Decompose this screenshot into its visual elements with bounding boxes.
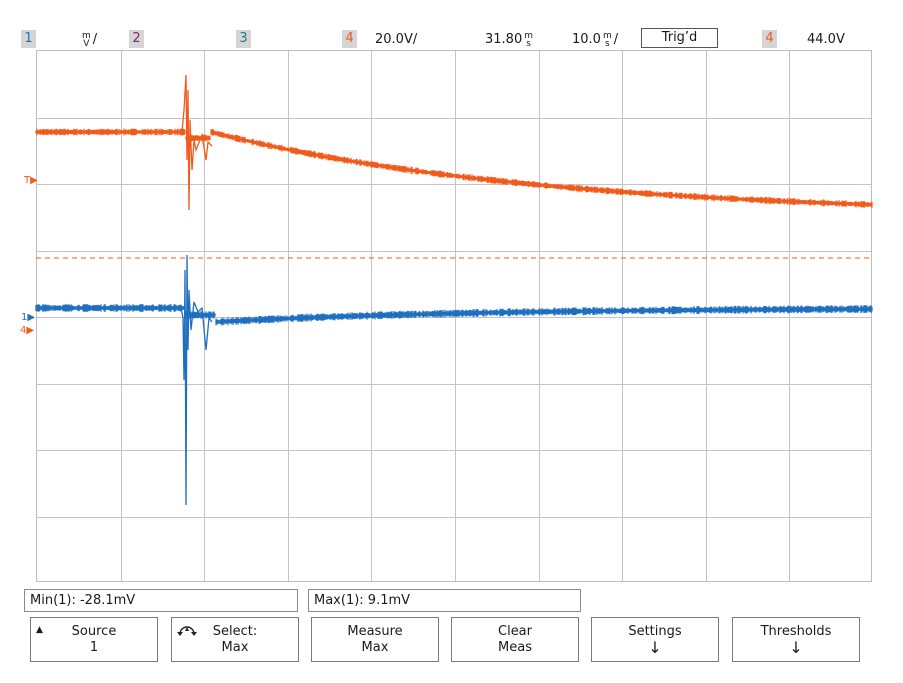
grid-line-vertical <box>705 51 707 581</box>
grid-line-vertical <box>287 51 289 581</box>
ch1-marker-label: 1 <box>21 312 28 323</box>
status-bar: 1 m V / 2 3 4 20.0V/ 31.80 m s 10.0 m s … <box>0 0 903 48</box>
ch1-trace <box>35 304 873 326</box>
select-value: Max <box>221 640 249 655</box>
ch4-marker-label: 4 <box>20 325 27 336</box>
grid-line-horizontal <box>37 250 871 252</box>
max-measurement: Max(1): 9.1mV <box>308 589 581 612</box>
trigger-position: 31.80 m s <box>485 31 535 48</box>
ch4-scale: 20.0V/ <box>375 32 418 47</box>
trigger-level: 44.0V <box>807 32 845 47</box>
thresholds-label: Thresholds <box>760 624 832 639</box>
waveform-display[interactable] <box>36 50 872 582</box>
ch1-scale-unit: m V <box>82 30 91 49</box>
trigger-source-tag[interactable]: 4 <box>762 30 777 48</box>
ch1-scale: m V / <box>80 31 97 48</box>
grid-line-horizontal <box>37 317 871 318</box>
clear-meas-softkey[interactable]: Clear Meas <box>451 617 579 662</box>
trigger-marker-label: T <box>24 175 31 186</box>
clear-value: Meas <box>498 640 532 655</box>
unit-top: m <box>82 30 91 41</box>
ch4-transient <box>181 74 213 211</box>
grid-line-vertical <box>622 51 624 581</box>
trigger-state: Trig’d <box>641 28 718 48</box>
select-softkey[interactable]: Select: Max <box>171 617 299 662</box>
unit-bottom: s <box>604 38 610 49</box>
measure-softkey[interactable]: Measure Max <box>311 617 439 662</box>
arrow-down-icon: ↓ <box>648 638 662 657</box>
ch2-tag[interactable]: 2 <box>129 30 144 48</box>
timebase-unit: m s <box>602 30 612 49</box>
ch3-tag[interactable]: 3 <box>236 30 251 48</box>
grid-line-horizontal <box>37 117 871 119</box>
select-label: Select: <box>212 624 258 639</box>
measure-value: Max <box>361 640 389 655</box>
ch4-tag[interactable]: 4 <box>342 30 357 48</box>
trigger-position-unit: m s <box>524 30 533 49</box>
grid-line-horizontal <box>37 516 871 518</box>
ch1-transient <box>180 254 213 506</box>
grid-line-horizontal <box>37 184 871 185</box>
unit-bottom: V <box>83 38 90 49</box>
thresholds-softkey[interactable]: Thresholds ↓ <box>732 617 860 662</box>
source-softkey[interactable]: ▲ Source 1 <box>30 617 158 662</box>
source-value: 1 <box>89 640 99 655</box>
min-measurement: Min(1): -28.1mV <box>24 589 298 612</box>
timebase-value: 10.0 <box>572 32 601 47</box>
ch1-scale-suffix: / <box>92 32 98 47</box>
settings-label: Settings <box>628 624 682 639</box>
trigger-level-marker[interactable]: T▶ <box>24 175 38 186</box>
timebase: 10.0 m s / <box>572 31 618 48</box>
triangle-up-icon: ▲ <box>36 625 43 635</box>
unit-top: m <box>602 30 612 41</box>
ch1-tag[interactable]: 1 <box>21 30 36 48</box>
unit-top: m <box>524 30 533 41</box>
unit-bottom: s <box>526 38 531 49</box>
measure-label: Measure <box>347 624 403 639</box>
grid-line-vertical <box>789 51 791 581</box>
arrow-down-icon: ↓ <box>789 638 803 657</box>
grid-line-vertical <box>538 51 540 581</box>
clear-label: Clear <box>498 624 532 639</box>
settings-softkey[interactable]: Settings ↓ <box>591 617 719 662</box>
trigger-position-value: 31.80 <box>485 32 523 47</box>
grid-line-horizontal <box>37 450 871 451</box>
timebase-suffix: / <box>613 32 619 47</box>
waveform-traces <box>35 74 873 506</box>
knob-rotate-icon <box>176 623 198 642</box>
grid-line-vertical <box>120 51 122 581</box>
ch1-ground-marker[interactable]: 1▶ <box>21 312 36 323</box>
ch4-trace <box>35 128 873 208</box>
ch4-ground-marker[interactable]: 4▶ <box>20 325 35 336</box>
source-label: Source <box>71 624 117 639</box>
grid-line-horizontal <box>37 383 871 385</box>
